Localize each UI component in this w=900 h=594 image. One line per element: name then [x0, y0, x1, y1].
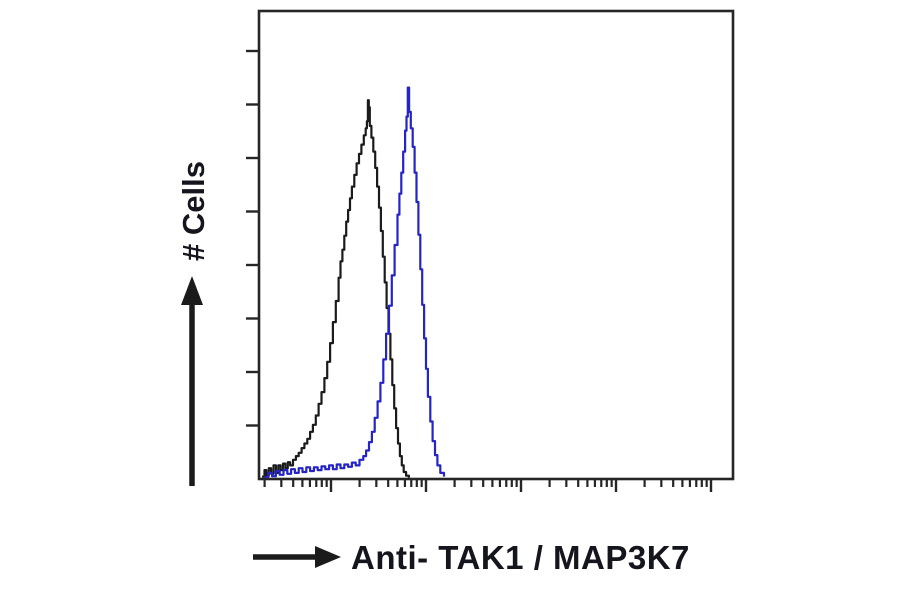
plot-frame: [257, 9, 735, 481]
y-axis-ticks: [246, 49, 259, 427]
x-axis-log-ticks: [263, 479, 713, 492]
x-axis-label: Anti- TAK1 / MAP3K7: [351, 539, 690, 576]
black_curve: [262, 99, 410, 478]
y-axis-label: # Cells: [176, 161, 211, 261]
blue_curve: [264, 86, 446, 479]
x-axis-arrow-icon: [253, 546, 341, 568]
y-axis-arrow-icon: [181, 276, 203, 486]
histogram-curves: [262, 86, 446, 479]
